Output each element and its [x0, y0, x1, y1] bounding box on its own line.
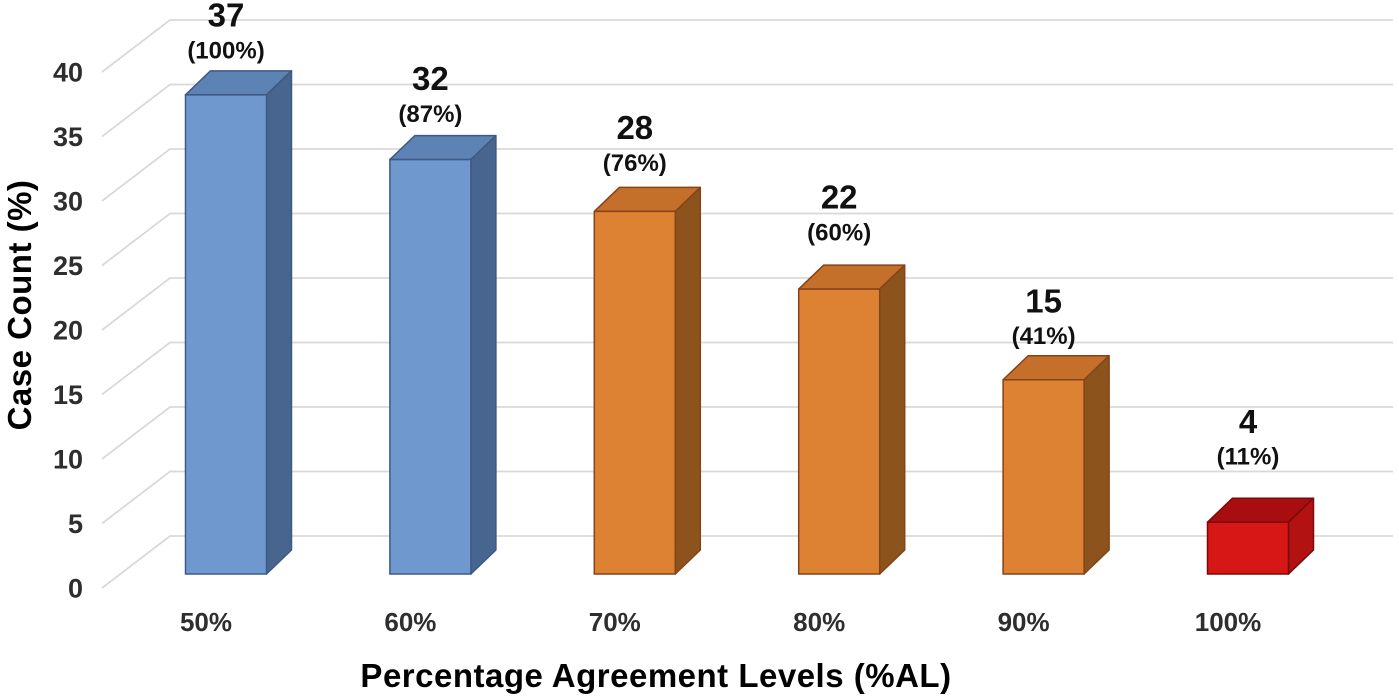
bar-front-face — [1002, 379, 1085, 575]
bar-side-face — [878, 264, 906, 575]
bar-percent-label: (100%) — [187, 37, 264, 64]
y-tick-label: 5 — [68, 509, 83, 539]
bar-front-face — [1206, 521, 1290, 575]
bar-percent-label: (11%) — [1217, 444, 1280, 471]
x-category-label: 80% — [793, 607, 845, 637]
bar-value-label: 32 — [412, 60, 449, 97]
bar-side-face — [1083, 355, 1110, 575]
bar-value-label: 15 — [1025, 282, 1062, 319]
x-category-label: 100% — [1195, 607, 1262, 637]
bar-value-label: 22 — [821, 179, 858, 216]
y-tick-label: 15 — [53, 380, 83, 410]
x-category-label: 50% — [180, 607, 232, 637]
x-category-label: 70% — [589, 607, 641, 637]
gridline-40 — [101, 19, 1393, 73]
y-tick-label: 10 — [53, 444, 83, 474]
bar-front-face — [389, 158, 472, 575]
gridline-0 — [101, 535, 1393, 589]
gridline-35 — [101, 83, 1393, 138]
bar-side-face — [470, 134, 497, 575]
y-axis-title: Case Count (%) — [1, 179, 38, 431]
bar-front-face — [797, 288, 881, 575]
y-tick-label: 35 — [53, 122, 83, 152]
y-tick-label: 30 — [53, 186, 83, 216]
bar-front-face — [184, 94, 268, 575]
bar-value-label: 4 — [1239, 403, 1258, 440]
gridline-15 — [101, 341, 1393, 396]
x-category-label: 90% — [998, 607, 1050, 637]
bar-percent-label: (76%) — [603, 150, 667, 177]
gridline-10 — [101, 406, 1393, 460]
bar-front-face — [593, 210, 677, 575]
y-tick-label: 0 — [68, 573, 83, 603]
y-tick-label: 20 — [53, 315, 83, 345]
gridline-5 — [101, 470, 1393, 525]
gridline-30 — [101, 148, 1393, 202]
bar-side-face — [265, 70, 293, 575]
bar-value-label: 28 — [616, 109, 653, 146]
bar-side-face — [674, 186, 702, 575]
y-tick-label: 25 — [53, 251, 83, 281]
x-category-label: 60% — [384, 607, 436, 637]
gridline-20 — [101, 277, 1393, 331]
y-tick-label: 40 — [53, 57, 83, 87]
x-axis-title: Percentage Agreement Levels (%AL) — [360, 657, 952, 694]
bar-percent-label: (41%) — [1012, 323, 1076, 350]
gridline-25 — [101, 212, 1393, 267]
bar-value-label: 37 — [208, 0, 245, 33]
bar-percent-label: (60%) — [807, 220, 871, 247]
bar-percent-label: (87%) — [398, 101, 462, 128]
